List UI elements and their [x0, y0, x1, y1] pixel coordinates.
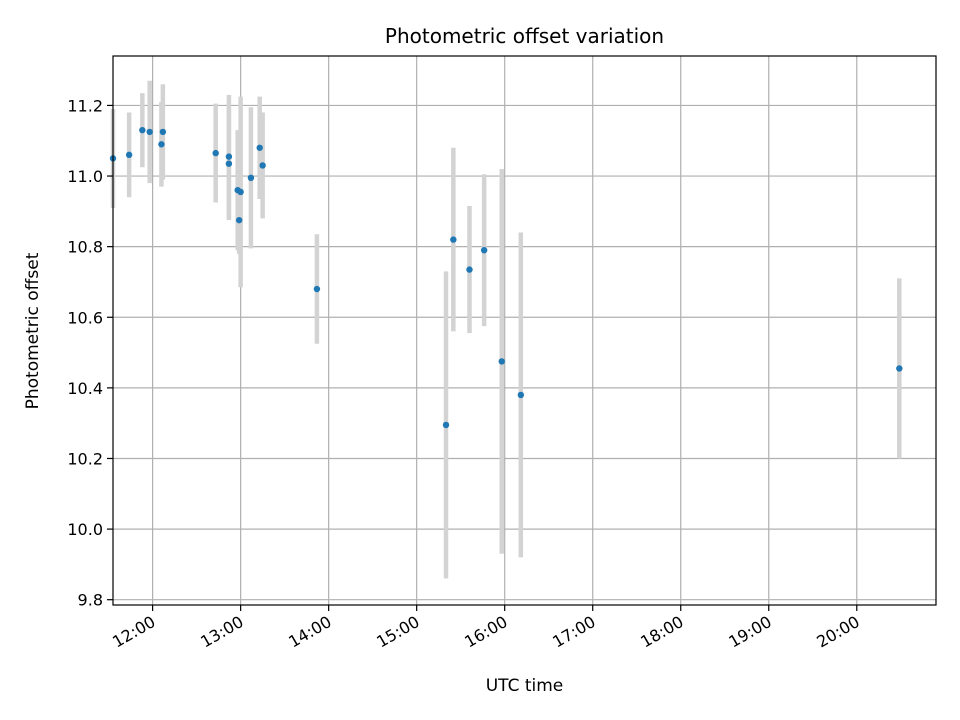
- y-tick-label: 10.6: [67, 308, 103, 327]
- data-point: [247, 174, 255, 182]
- y-tick-label: 10.4: [67, 379, 103, 398]
- y-tick-label: 10.0: [67, 520, 103, 539]
- data-point: [159, 128, 167, 136]
- data-point: [313, 285, 321, 293]
- data-point: [498, 358, 505, 365]
- data-point: [146, 128, 153, 136]
- y-tick-label: 10.2: [67, 449, 103, 468]
- chart-title: Photometric offset variation: [385, 24, 664, 48]
- y-tick-label: 9.8: [78, 591, 103, 610]
- data-point: [225, 153, 233, 160]
- plot-frame: [112, 55, 937, 606]
- data-point: [450, 236, 457, 243]
- data-point: [212, 149, 219, 157]
- data-point: [517, 391, 525, 399]
- data-point: [237, 188, 244, 196]
- y-axis: 9.8 10.0 10.2 10.4 10.6 10.8 11.0 11.2: [67, 96, 113, 610]
- data-point: [480, 246, 488, 254]
- data-point: [896, 365, 903, 372]
- data-point: [235, 216, 243, 224]
- grid: [113, 56, 936, 605]
- y-axis-title: Photometric offset: [23, 252, 43, 409]
- data-point: [158, 141, 165, 148]
- data-point: [125, 151, 133, 159]
- y-tick-label: 10.8: [67, 238, 103, 257]
- data-point: [442, 421, 450, 429]
- data-point: [225, 160, 233, 167]
- data-point: [256, 144, 263, 151]
- data-point: [259, 162, 266, 169]
- data-point: [466, 266, 473, 273]
- y-tick-label: 11.0: [67, 167, 103, 186]
- data-points: [109, 126, 903, 429]
- data-point: [139, 126, 146, 134]
- y-tick-label: 11.2: [67, 96, 103, 115]
- x-axis-title: UTC time: [486, 676, 564, 696]
